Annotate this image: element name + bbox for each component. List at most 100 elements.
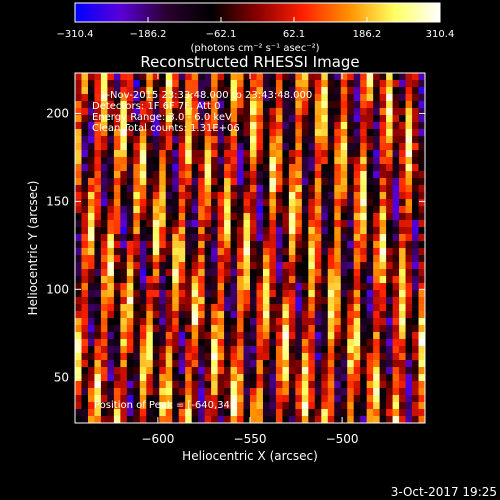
heatmap-cell <box>113 402 121 410</box>
heatmap-cell <box>152 311 160 319</box>
heatmap-cell <box>81 332 89 340</box>
heatmap-cell <box>159 283 167 291</box>
heatmap-cell <box>107 199 115 207</box>
heatmap-cell <box>418 164 425 172</box>
heatmap-cell <box>314 353 322 361</box>
heatmap-cell <box>256 339 264 347</box>
heatmap-cell <box>360 416 368 423</box>
heatmap-cell <box>379 199 387 207</box>
heatmap-cell <box>75 136 83 144</box>
heatmap-cell <box>94 325 102 333</box>
heatmap-cell <box>321 388 329 396</box>
heatmap-cell <box>262 339 271 347</box>
heatmap-cell <box>282 367 290 375</box>
heatmap-cell <box>139 374 147 382</box>
heatmap-cell <box>198 290 206 298</box>
heatmap-cell <box>360 122 368 130</box>
heatmap-cell <box>126 262 134 270</box>
heatmap-cell <box>360 206 368 214</box>
heatmap-cell <box>405 332 413 340</box>
heatmap-cell <box>321 108 329 116</box>
heatmap-cell <box>295 416 303 423</box>
heatmap-cell <box>126 192 134 200</box>
heatmap-cell <box>379 227 387 235</box>
heatmap-cell <box>366 115 374 123</box>
heatmap-cell <box>185 248 193 256</box>
heatmap-cell <box>178 164 186 172</box>
heatmap-cell <box>100 374 109 382</box>
heatmap-cell <box>386 304 394 312</box>
heatmap-cell <box>113 374 121 382</box>
heatmap-cell <box>353 332 361 340</box>
heatmap-cell <box>172 150 180 158</box>
heatmap-cell <box>198 192 206 200</box>
heatmap-cell <box>288 80 296 88</box>
heatmap-cell <box>152 388 160 396</box>
heatmap-cell <box>392 283 400 291</box>
heatmap-cell <box>334 80 342 88</box>
heatmap-cell <box>366 416 374 423</box>
heatmap-cell <box>418 73 425 81</box>
heatmap-cell <box>314 290 322 298</box>
heatmap-cell <box>217 73 225 81</box>
heatmap-cell <box>133 150 141 158</box>
heatmap-cell <box>250 192 258 200</box>
heatmap-cell <box>288 234 296 242</box>
heatmap-cell <box>327 129 335 137</box>
heatmap-cell <box>250 367 258 375</box>
heatmap-cell <box>165 297 173 305</box>
heatmap-cell <box>224 157 232 165</box>
heatmap-cell <box>230 388 238 396</box>
heatmap-cell <box>133 374 141 382</box>
heatmap-cell <box>399 255 407 263</box>
heatmap-cell <box>87 248 96 256</box>
heatmap-cell <box>288 374 296 382</box>
heatmap-cell <box>81 157 89 165</box>
heatmap-cell <box>282 150 290 158</box>
heatmap-cell <box>301 269 309 277</box>
heatmap-cell <box>126 409 134 417</box>
heatmap-cell <box>321 416 329 423</box>
heatmap-cell <box>353 199 361 207</box>
heatmap-cell <box>139 227 147 235</box>
heatmap-cell <box>314 213 322 221</box>
heatmap-cell <box>87 416 96 423</box>
heatmap-cell <box>178 150 186 158</box>
heatmap-cell <box>139 388 147 396</box>
heatmap-cell <box>185 164 193 172</box>
heatmap-cell <box>100 262 109 270</box>
heatmap-cell <box>230 192 238 200</box>
heatmap-cell <box>347 73 355 81</box>
heatmap-cell <box>392 409 400 417</box>
heatmap-cell <box>288 227 296 235</box>
heatmap-cell <box>230 108 238 116</box>
heatmap-cell <box>412 227 420 235</box>
heatmap-cell <box>94 339 102 347</box>
heatmap-cell <box>340 311 348 319</box>
heatmap-cell <box>275 318 284 326</box>
heatmap-cell <box>418 80 425 88</box>
heatmap-cell <box>314 402 322 410</box>
heatmap-cell <box>165 269 173 277</box>
heatmap-cell <box>301 80 309 88</box>
heatmap-cell <box>301 255 309 263</box>
heatmap-cell <box>152 185 160 193</box>
heatmap-cell <box>405 178 413 186</box>
heatmap-cell <box>152 395 160 403</box>
heatmap-cell <box>107 409 115 417</box>
heatmap-cell <box>237 409 245 417</box>
heatmap-cell <box>126 311 134 319</box>
heatmap-cell <box>405 269 413 277</box>
heatmap-cell <box>120 206 128 214</box>
heatmap-cell <box>178 143 186 151</box>
heatmap-cell <box>217 269 225 277</box>
heatmap-cell <box>217 374 225 382</box>
colorbar-ticks: −310.4 −186.2 −62.1 62.1 186.2 310.4 <box>56 17 454 40</box>
heatmap-cell <box>237 395 245 403</box>
heatmap-cell <box>250 262 258 270</box>
heatmap-cell <box>198 367 206 375</box>
heatmap-cell <box>412 122 420 130</box>
heatmap-cell <box>269 395 277 403</box>
heatmap-cell <box>301 297 309 305</box>
heatmap-cell <box>94 283 102 291</box>
